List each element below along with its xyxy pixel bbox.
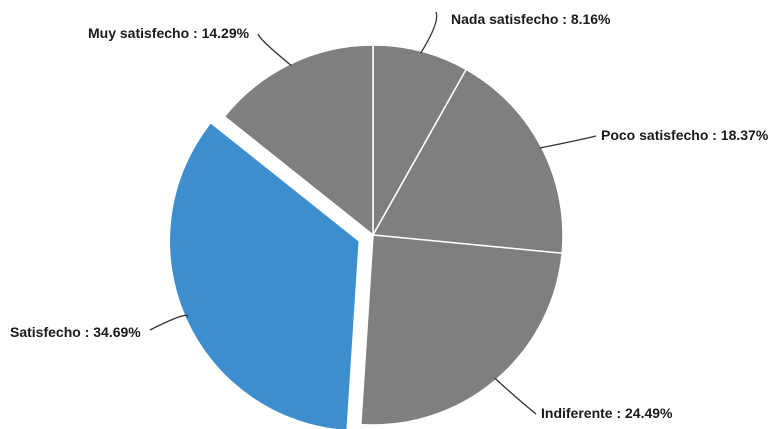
slice-labels: Nada satisfecho : 8.16% Poco satisfecho … <box>10 11 769 421</box>
leader-muy-satisfecho <box>257 33 292 67</box>
leader-satisfecho <box>149 314 189 331</box>
leader-indiferente <box>494 377 537 415</box>
pie-slices <box>168 44 564 429</box>
slice-indiferente <box>360 234 563 426</box>
label-poco-satisfecho: Poco satisfecho : 18.37% <box>601 127 769 143</box>
leader-poco-satisfecho <box>539 135 597 149</box>
label-satisfecho: Satisfecho : 34.69% <box>10 324 141 340</box>
label-indiferente: Indiferente : 24.49% <box>541 405 673 421</box>
label-muy-satisfecho: Muy satisfecho : 14.29% <box>88 25 250 41</box>
slice-muy-satisfecho <box>223 44 374 237</box>
leader-lines <box>149 11 597 415</box>
leader-nada-satisfecho <box>420 11 438 54</box>
slice-satisfecho <box>168 121 361 429</box>
label-nada-satisfecho: Nada satisfecho : 8.16% <box>451 11 611 27</box>
